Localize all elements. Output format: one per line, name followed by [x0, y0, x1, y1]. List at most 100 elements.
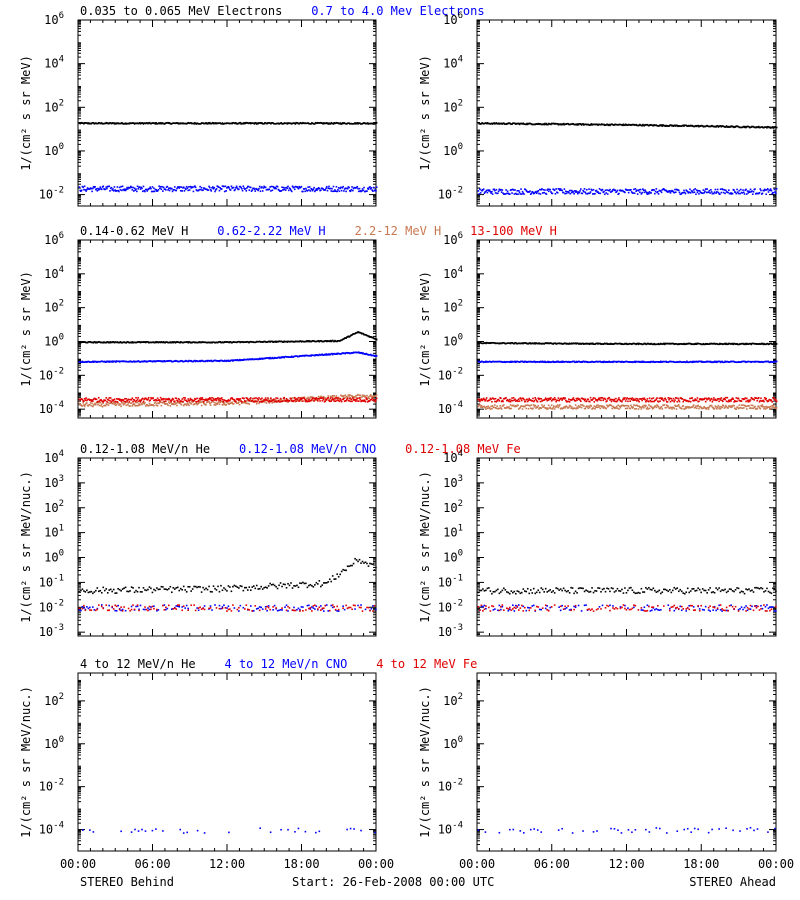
- data-point: [342, 398, 344, 401]
- data-point: [314, 190, 316, 193]
- data-point: [121, 185, 124, 188]
- data-point: [645, 190, 647, 193]
- data-point: [285, 397, 288, 400]
- data-point: [220, 400, 223, 403]
- data-point: [568, 191, 570, 194]
- data-point: [346, 397, 349, 400]
- data-point: [267, 397, 269, 399]
- data-point: [306, 190, 309, 192]
- data-point: [752, 190, 755, 193]
- data-point: [569, 192, 572, 195]
- data-point: [235, 186, 237, 189]
- data-point: [497, 190, 500, 193]
- panel-row1-ahead: 10-2 100 102 104 106 1/(cm² s sr MeV): [418, 11, 778, 207]
- data-point: [125, 188, 128, 191]
- data-point: [254, 190, 257, 192]
- data-point: [241, 400, 243, 403]
- data-point: [252, 400, 255, 403]
- data-point: [107, 399, 110, 401]
- data-point: [758, 191, 761, 194]
- data-point: [374, 400, 376, 403]
- data-point: [612, 188, 615, 191]
- data-point: [708, 189, 711, 192]
- data-point: [194, 185, 196, 187]
- data-point: [532, 407, 534, 410]
- data-point: [371, 397, 374, 399]
- data-point: [478, 193, 480, 195]
- data-point: [226, 400, 229, 402]
- data-point: [499, 405, 501, 407]
- data-point: [165, 400, 167, 402]
- data-point: [317, 400, 319, 402]
- data-point: [289, 188, 292, 190]
- data-point: [83, 188, 85, 191]
- data-point: [331, 190, 334, 193]
- data-point: [276, 400, 278, 403]
- data-point: [223, 402, 226, 404]
- data-point: [363, 399, 366, 402]
- data-point: [535, 192, 538, 195]
- data-point: [82, 186, 84, 189]
- data-point: [527, 407, 530, 410]
- data-point: [158, 185, 160, 188]
- data-point: [270, 190, 272, 192]
- data-point: [208, 122, 210, 125]
- data-point: [757, 125, 760, 128]
- data-point: [355, 395, 357, 397]
- data-point: [574, 190, 576, 192]
- data-point: [83, 404, 85, 406]
- data-point: [144, 397, 147, 399]
- data-point: [361, 394, 364, 397]
- data-point: [127, 188, 129, 190]
- data-point: [510, 188, 513, 191]
- data-point: [739, 192, 741, 195]
- data-point: [523, 193, 525, 195]
- data-point: [742, 189, 744, 191]
- data-point: [229, 398, 232, 400]
- data-point: [537, 190, 540, 192]
- data-point: [120, 185, 122, 188]
- data-point: [221, 404, 224, 406]
- data-point: [112, 188, 114, 190]
- data-point: [207, 189, 210, 191]
- data-point: [775, 360, 778, 363]
- data-point: [135, 396, 137, 399]
- data-point: [748, 191, 751, 193]
- data-point: [241, 189, 244, 192]
- data-point: [652, 360, 655, 363]
- data-point: [759, 188, 762, 190]
- data-point: [349, 394, 351, 396]
- data-point: [689, 191, 692, 194]
- data-point: [345, 399, 347, 402]
- data-point: [186, 402, 189, 404]
- data-point: [590, 188, 593, 191]
- data-point: [210, 190, 213, 192]
- data-point: [229, 189, 232, 191]
- data-point: [227, 185, 230, 188]
- data-point: [771, 192, 773, 195]
- data-point: [283, 398, 286, 401]
- data-point: [693, 191, 696, 193]
- data-point: [173, 189, 175, 191]
- data-point: [366, 122, 369, 124]
- panel-row2-ahead: 10-4 10-2 100 102 104 106 1/(cm² s sr MeV): [418, 231, 778, 419]
- data-point: [264, 397, 267, 399]
- panel-row2-behind: 10-4 10-2 100 102 104 106 1/(cm² s sr MeV): [19, 231, 378, 419]
- data-point: [744, 125, 747, 128]
- data-point: [153, 187, 155, 190]
- data-point: [211, 187, 213, 189]
- data-point: [120, 400, 122, 402]
- data-point: [533, 360, 536, 363]
- data-point: [175, 402, 178, 404]
- data-point: [331, 397, 334, 399]
- data-point: [163, 402, 166, 405]
- data-point: [197, 189, 200, 192]
- data-point: [479, 404, 481, 406]
- data-point: [326, 189, 329, 192]
- data-point: [606, 193, 609, 195]
- data-point: [170, 401, 172, 404]
- data-point: [302, 400, 304, 402]
- data-point: [239, 185, 242, 188]
- data-point: [324, 400, 327, 402]
- data-point: [85, 190, 87, 192]
